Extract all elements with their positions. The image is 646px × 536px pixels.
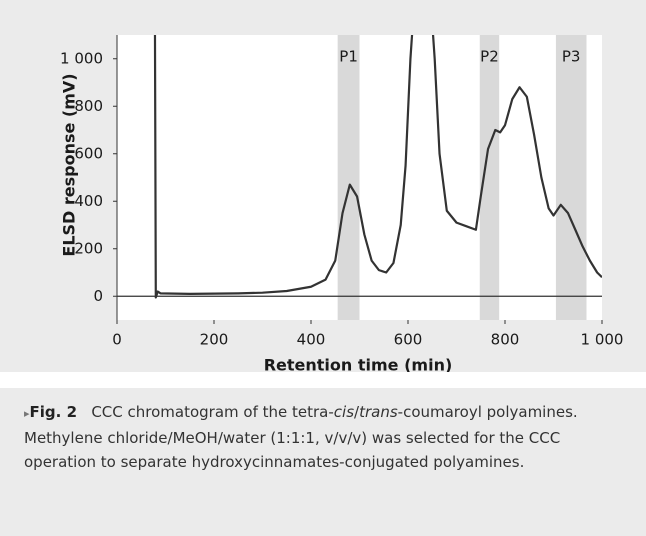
y-tick-label: 200 (74, 239, 103, 257)
data-line (153, 35, 602, 299)
caption-text: -coumaroyl polyamines. Methylene chlorid… (24, 403, 578, 471)
x-tick-label: 200 (200, 331, 229, 349)
x-tick-label: 800 (491, 331, 520, 349)
caption-text: / (354, 403, 360, 421)
band (479, 35, 500, 320)
y-tick-label: 400 (74, 192, 103, 210)
caption: ▸Fig. 2 CCC chromatogram of the tetra-ci… (0, 388, 646, 536)
y-tick-label: 1 000 (60, 49, 103, 67)
x-tick-label: 600 (394, 331, 423, 349)
y-axis-label: ELSD response (mV) (60, 73, 79, 256)
band (555, 35, 587, 320)
band-label: P3 (562, 48, 581, 66)
chart: Retention time (min) ELSD response (mV) … (60, 35, 624, 373)
y-tick-label: 600 (74, 144, 103, 162)
band-label: P1 (339, 48, 358, 66)
x-tick-label: 0 (112, 331, 122, 349)
x-tick-label: 1 000 (581, 331, 624, 349)
caption-text: CCC chromatogram of the tetra- (91, 403, 334, 421)
x-axis-label: Retention time (min) (264, 356, 453, 373)
y-tick-label: 800 (74, 97, 103, 115)
caption-italic: trans (359, 403, 398, 421)
caption-label: Fig. 2 (29, 403, 78, 421)
x-tick-label: 400 (297, 331, 326, 349)
y-tick-label: 0 (93, 287, 103, 305)
band-label: P2 (480, 48, 499, 66)
band (337, 35, 360, 320)
caption-italic: cis (333, 403, 355, 421)
